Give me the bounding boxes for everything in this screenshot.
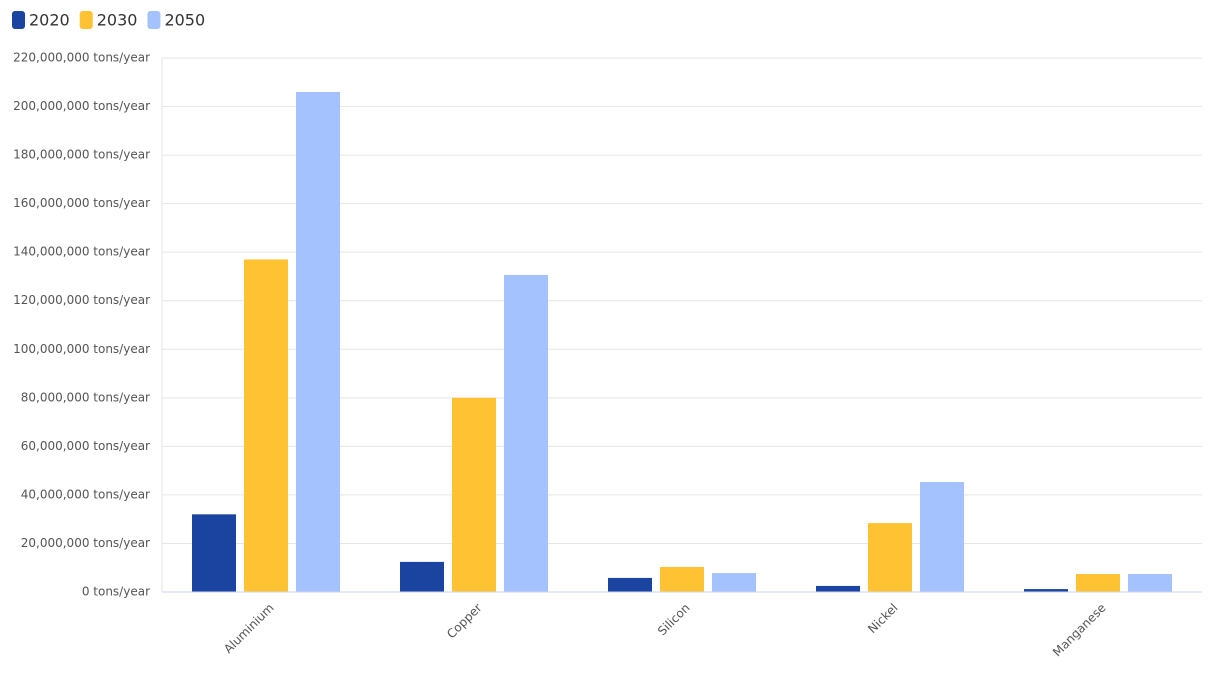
bar [660,566,704,592]
x-tick-label: Silicon [655,601,693,639]
bar [244,259,288,592]
bar [868,523,912,592]
y-tick-label: 40,000,000 tons/year [21,487,150,501]
x-tick-label: Copper [444,601,485,642]
x-tick-label: Aluminium [221,601,276,656]
legend-label: 2050 [164,11,205,30]
legend-label: 2020 [29,11,70,30]
y-tick-label: 200,000,000 tons/year [13,99,150,113]
x-tick-label: Manganese [1050,601,1109,660]
y-tick-label: 160,000,000 tons/year [13,196,150,210]
y-tick-label: 60,000,000 tons/year [21,439,150,453]
y-tick-label: 140,000,000 tons/year [13,245,150,259]
bar [452,397,496,592]
legend-swatch [12,11,25,29]
bar [1024,589,1068,592]
legend-label: 2030 [97,11,138,30]
y-tick-label: 0 tons/year [82,585,150,599]
bar [400,561,444,592]
bar [296,91,340,593]
y-tick-label: 20,000,000 tons/year [21,536,150,550]
bar [816,585,860,592]
legend-swatch [79,11,93,29]
bar [920,482,964,592]
bar [1076,574,1120,592]
y-tick-label: 220,000,000 tons/year [13,51,150,65]
y-tick-label: 120,000,000 tons/year [13,293,150,307]
y-tick-label: 180,000,000 tons/year [13,148,150,162]
bar [608,577,652,592]
x-tick-label: Nickel [865,601,900,636]
bar [192,514,236,592]
bar [504,274,548,592]
bar [1128,574,1172,592]
y-tick-label: 100,000,000 tons/year [13,342,150,356]
bar [712,573,756,592]
y-tick-label: 80,000,000 tons/year [21,390,150,404]
legend-swatch [147,11,161,29]
